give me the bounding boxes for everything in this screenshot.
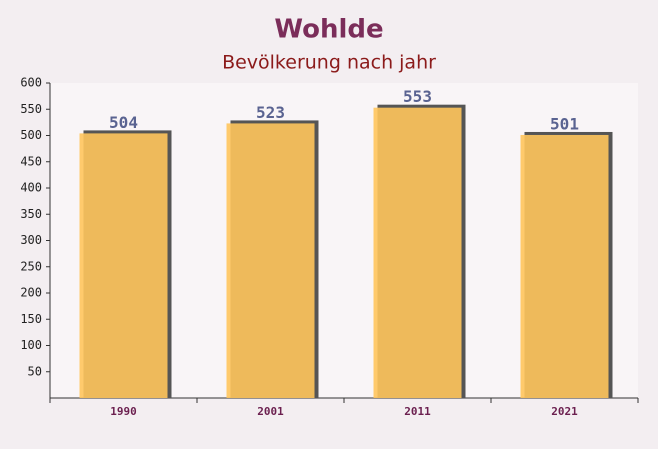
- y-tick-label: 150: [20, 312, 42, 326]
- bar: [79, 133, 168, 398]
- y-tick-label: 500: [20, 128, 42, 142]
- bar: [520, 134, 609, 398]
- y-tick-label: 50: [28, 364, 42, 378]
- y-tick-label: 300: [20, 233, 42, 247]
- y-tick-label: 400: [20, 181, 42, 195]
- chart-title: Wohlde: [274, 15, 383, 45]
- y-tick-label: 350: [20, 207, 42, 221]
- value-label: 553: [403, 87, 432, 106]
- value-label: 501: [550, 114, 579, 133]
- y-tick-label: 100: [20, 338, 42, 352]
- y-tick-label: 600: [20, 76, 42, 90]
- x-tick-label: 1990: [110, 405, 137, 418]
- y-tick-label: 200: [20, 286, 42, 300]
- y-tick-label: 550: [20, 102, 42, 116]
- bar: [373, 107, 462, 399]
- value-label: 523: [256, 103, 285, 122]
- x-tick-label: 2021: [551, 405, 578, 418]
- x-tick-label: 2011: [404, 405, 431, 418]
- x-tick-label: 2001: [257, 405, 284, 418]
- chart-subtitle: Bevölkerung nach jahr: [222, 52, 436, 74]
- y-tick-label: 250: [20, 259, 42, 273]
- y-tick-label: 450: [20, 154, 42, 168]
- bar: [226, 123, 315, 399]
- value-label: 504: [109, 113, 138, 132]
